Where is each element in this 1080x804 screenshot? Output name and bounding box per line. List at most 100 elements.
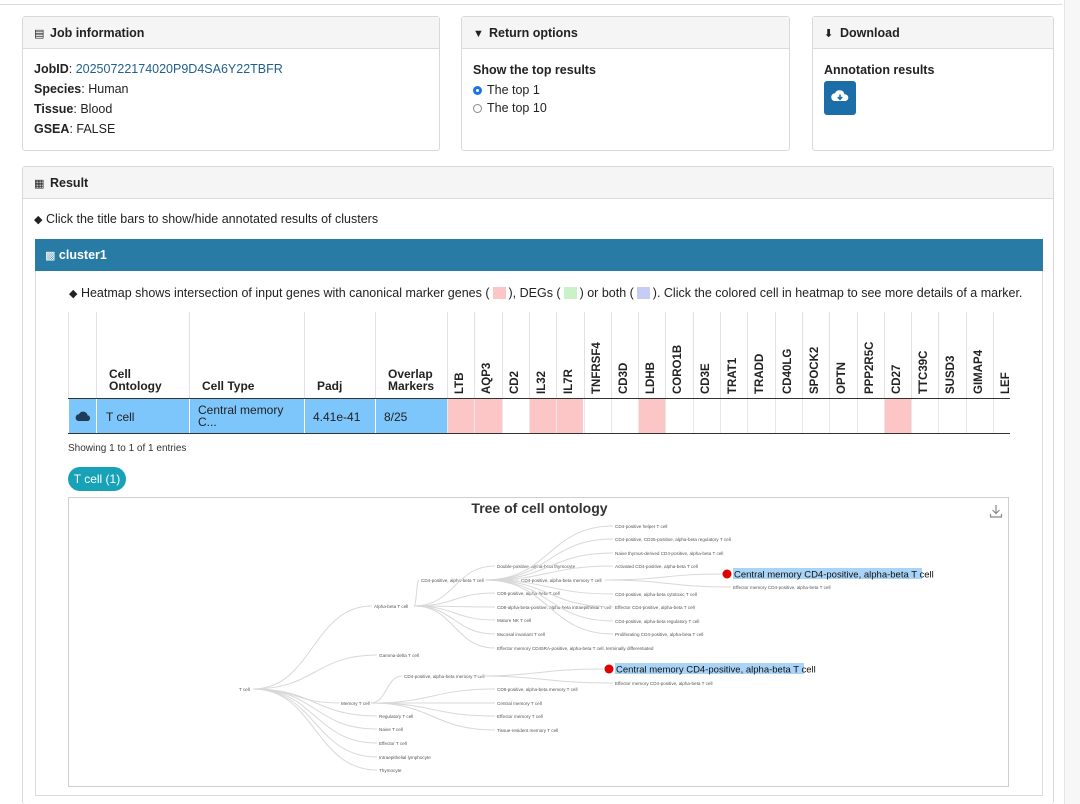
filter-icon: ▼ (473, 28, 484, 40)
tree-node-level1-3[interactable]: Regulatory T cell (379, 714, 413, 719)
tree-node-alphabeta-1[interactable]: CD8-positive, alpha-beta T cell (497, 591, 560, 596)
heatmap-cell-cd27[interactable] (883, 399, 912, 433)
tree-node-memory-2[interactable]: Central memory T cell (497, 701, 542, 706)
tags-icon: ◆ (34, 214, 43, 226)
tree-node-alphabeta-3[interactable]: Mature NK T cell (497, 618, 531, 623)
table-row[interactable]: T cell Central memory C... 4.41e-41 8/25 (68, 399, 1010, 434)
highlight-node-dot[interactable] (722, 569, 732, 579)
return-options-header: ▼ Return options (462, 17, 789, 49)
header-cell-ontology[interactable]: Cell Ontology (96, 312, 189, 398)
tree-node-level1-0[interactable]: Alpha-beta T cell (374, 604, 408, 609)
tree-link (413, 565, 496, 607)
heatmap-cell-aqp3[interactable] (474, 399, 502, 433)
tree-link (484, 565, 614, 581)
job-info-header: ▤ Job information (23, 17, 439, 49)
cloud-download-icon (831, 90, 849, 101)
t-cell-badge[interactable]: T cell (1) (68, 467, 126, 491)
save-image-download-icon[interactable] (989, 504, 1003, 518)
marker-color-swatch (492, 287, 506, 299)
gene-header-lef: LEF (993, 312, 1009, 398)
tree-node-alphabeta-2[interactable]: CD8-alpha-beta-positive, alpha-beta intr… (497, 605, 611, 610)
tree-node-memory-1[interactable]: CD8-positive, alpha-beta memory T cell (497, 687, 578, 692)
tree-link (252, 605, 373, 690)
cell-ontology-value: T cell (96, 399, 189, 433)
tree-link (413, 605, 496, 649)
jobid-line: JobID: 20250722174020P9D4SA6Y22TBFR (34, 62, 283, 76)
tree-node-effector-memory-upper[interactable]: Effector memory CD4-positive, alpha-beta… (733, 585, 831, 590)
page-scrollbar[interactable] (1064, 0, 1080, 804)
header-overlap-markers[interactable]: Overlap Markers (375, 312, 447, 398)
heatmap-cell-cd2 (501, 399, 529, 433)
gene-header-aqp3: AQP3 (474, 312, 501, 398)
tree-node-memory-0[interactable]: CD4-positive, alpha-beta memory T cell (404, 674, 485, 679)
tree-node-effector-memory-lower[interactable]: Effector memory CD4-positive, alpha-beta… (615, 681, 713, 686)
radio-top-1[interactable]: The top 1 (473, 83, 540, 97)
heatmap-cell-ppp2r5c (856, 399, 884, 433)
tree-link (484, 579, 614, 622)
tree-node-alphabeta-4[interactable]: Mucosal invariant T cell (497, 632, 545, 637)
tree-node-memory-4[interactable]: Tissue-resident memory T cell (497, 728, 558, 733)
tree-node-level1-5[interactable]: Effector T cell (379, 741, 407, 746)
highlight-node-dot[interactable] (604, 664, 614, 674)
tree-link (252, 688, 378, 744)
tree-node-level1-6[interactable]: Intraepithelial lymphocyte (379, 755, 431, 760)
gene-header-coro1b: CORO1B (665, 312, 692, 398)
heatmap-cell-il7r[interactable] (556, 399, 584, 433)
tree-node-cd4-memory[interactable]: CD4-positive, alpha-beta memory T cell (521, 578, 602, 583)
tree-node-cd4-top-1[interactable]: CD4-positive, CD25-positive, alpha-beta … (615, 537, 731, 542)
tree-link (370, 675, 403, 704)
heatmap-cell-ldhb[interactable] (638, 399, 666, 433)
header-cell-type[interactable]: Cell Type (189, 312, 304, 398)
tree-node-cd4-top-2[interactable]: Naive thymus-derived CD4-positive, alpha… (615, 551, 723, 556)
heatmap-cell-gimap4 (965, 399, 993, 433)
jobid-link[interactable]: 20250722174020P9D4SA6Y22TBFR (75, 62, 283, 76)
tree-node-memory-3[interactable]: Effector memory T cell (497, 714, 543, 719)
table-info: Showing 1 to 1 of 1 entries (68, 443, 187, 454)
gene-header-ppp2r5c: PPP2R5C (856, 312, 884, 398)
tree-link (484, 525, 614, 581)
gene-header-tnfrsf4: TNFRSF4 (583, 312, 611, 398)
ontology-tree-svg: Alpha-beta T cell Gamma-delta T cell Memor… (239, 524, 934, 773)
gene-header-cd40lg: CD40LG (774, 312, 802, 398)
tree-node-cd4-bottom-2[interactable]: CD4-positive, alpha-beta regulatory T ce… (615, 619, 699, 624)
gsea-line: GSEA: FALSE (34, 122, 116, 136)
tree-node-cd4-bottom-3[interactable]: Proliferating CD4-positive, alpha-beta T… (615, 632, 703, 637)
tree-link (604, 579, 732, 588)
heatmap-cell-ltb[interactable] (447, 399, 475, 433)
tree-link (370, 688, 496, 704)
row-expand-cell[interactable] (68, 399, 96, 433)
annotation-download-button[interactable] (824, 81, 856, 115)
tree-node-cd4-top-3[interactable]: Activated CD4-positive, alpha-beta T cel… (615, 564, 698, 569)
radio-selected-icon[interactable] (473, 86, 482, 95)
deg-color-swatch (563, 287, 577, 299)
tree-node-root[interactable]: T cell (239, 687, 250, 692)
heatmap-cell-spock2 (801, 399, 829, 433)
gene-header-gimap4: GIMAP4 (965, 312, 993, 398)
tree-node-cd4-top-0[interactable]: CD4-positive helper T cell (615, 524, 667, 529)
tree-node-cd4-bottom-1[interactable]: Effector CD4-positive, alpha-beta T cell (615, 605, 695, 610)
tree-node-cd4-bottom-0[interactable]: CD4-positive, alpha-beta cytotoxic T cel… (615, 592, 697, 597)
radio-top-10[interactable]: The top 10 (473, 101, 547, 115)
tree-link (413, 605, 496, 621)
cluster1-title-bar[interactable]: ▩ cluster1 (35, 239, 1043, 271)
tree-link (370, 702, 496, 731)
tree-node-central-memory-upper[interactable]: Central memory CD4-positive, alpha-beta … (734, 570, 934, 581)
radio-unselected-icon[interactable] (473, 104, 482, 113)
tree-node-double-positive[interactable]: Double-positive, alpha-beta thymocyte (497, 564, 576, 569)
tree-node-level1-7[interactable]: Thymocyte (379, 768, 402, 773)
tree-node-level1-1[interactable]: Gamma-delta T cell (379, 653, 419, 658)
header-padj[interactable]: Padj (304, 312, 375, 398)
result-header[interactable]: ▦ Result (23, 167, 1053, 199)
tree-node-alphabeta-0[interactable]: CD4-positive, alpha-beta T cell (421, 578, 484, 583)
tree-node-central-memory-lower[interactable]: Central memory CD4-positive, alpha-beta … (616, 665, 816, 676)
tree-node-alphabeta-5[interactable]: Effector memory CD45RA-positive, alpha-b… (497, 646, 654, 651)
download-panel: ⬇ Download Annotation results (812, 16, 1054, 151)
tree-link (484, 552, 614, 581)
heatmap-cell-il32[interactable] (528, 399, 557, 433)
th-icon: ▦ (34, 178, 45, 190)
heatmap-cell-coro1b (665, 399, 692, 433)
ontology-tree-chart: Tree of cell ontology Alpha-beta T cell G… (68, 497, 1009, 787)
tree-node-level1-4[interactable]: Naive T cell (379, 727, 403, 732)
tree-link (475, 668, 604, 677)
tree-node-level1-2[interactable]: Memory T cell (341, 701, 370, 706)
